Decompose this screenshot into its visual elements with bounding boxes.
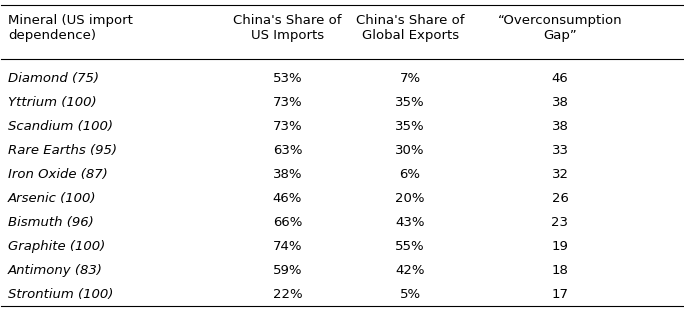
Text: Strontium (100): Strontium (100): [8, 288, 114, 301]
Text: Iron Oxide (87): Iron Oxide (87): [8, 168, 108, 181]
Text: 22%: 22%: [273, 288, 302, 301]
Text: 42%: 42%: [395, 264, 425, 277]
Text: 20%: 20%: [395, 192, 425, 205]
Text: 74%: 74%: [273, 240, 302, 253]
Text: 63%: 63%: [273, 144, 302, 157]
Text: 5%: 5%: [399, 288, 421, 301]
Text: 66%: 66%: [273, 216, 302, 229]
Text: 6%: 6%: [399, 168, 421, 181]
Text: 59%: 59%: [273, 264, 302, 277]
Text: 35%: 35%: [395, 120, 425, 133]
Text: Mineral (US import
dependence): Mineral (US import dependence): [8, 14, 133, 42]
Text: Diamond (75): Diamond (75): [8, 72, 99, 85]
Text: 46: 46: [551, 72, 568, 85]
Text: 46%: 46%: [273, 192, 302, 205]
Text: Graphite (100): Graphite (100): [8, 240, 105, 253]
Text: 33: 33: [551, 144, 568, 157]
Text: Arsenic (100): Arsenic (100): [8, 192, 96, 205]
Text: Yttrium (100): Yttrium (100): [8, 96, 97, 109]
Text: 38%: 38%: [273, 168, 302, 181]
Text: Scandium (100): Scandium (100): [8, 120, 113, 133]
Text: 18: 18: [551, 264, 568, 277]
Text: Rare Earths (95): Rare Earths (95): [8, 144, 117, 157]
Text: 26: 26: [551, 192, 568, 205]
Text: 38: 38: [551, 96, 568, 109]
Text: 19: 19: [551, 240, 568, 253]
Text: China's Share of
Global Exports: China's Share of Global Exports: [356, 14, 464, 42]
Text: Antimony (83): Antimony (83): [8, 264, 103, 277]
Text: 23: 23: [551, 216, 568, 229]
Text: Bismuth (96): Bismuth (96): [8, 216, 94, 229]
Text: 38: 38: [551, 120, 568, 133]
Text: 73%: 73%: [273, 120, 302, 133]
Text: 30%: 30%: [395, 144, 425, 157]
Text: 32: 32: [551, 168, 568, 181]
Text: 35%: 35%: [395, 96, 425, 109]
Text: 7%: 7%: [399, 72, 421, 85]
Text: 43%: 43%: [395, 216, 425, 229]
Text: 55%: 55%: [395, 240, 425, 253]
Text: 17: 17: [551, 288, 568, 301]
Text: China's Share of
US Imports: China's Share of US Imports: [233, 14, 342, 42]
Text: 53%: 53%: [273, 72, 302, 85]
Text: “Overconsumption
Gap”: “Overconsumption Gap”: [498, 14, 622, 42]
Text: 73%: 73%: [273, 96, 302, 109]
